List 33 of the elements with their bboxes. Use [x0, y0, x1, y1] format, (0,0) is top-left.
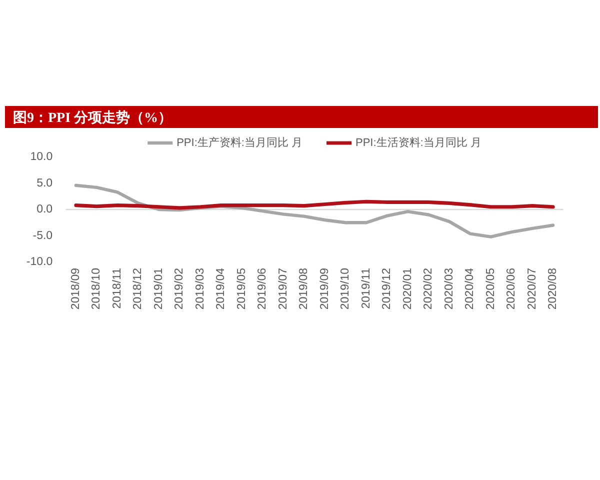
x-tick-label: 2020/07 — [526, 268, 538, 310]
chart-title: 图9：PPI 分项走势（%） — [13, 110, 172, 126]
x-tick-label: 2020/01 — [402, 268, 414, 310]
y-tick-label: -10.0 — [26, 256, 53, 268]
x-tick-label: 2018/09 — [70, 268, 82, 310]
y-tick-label: 10.0 — [30, 151, 53, 163]
x-tick-label: 2020/04 — [464, 267, 476, 310]
x-tick-label: 2019/05 — [236, 268, 248, 310]
x-tick-label: 2019/06 — [256, 268, 269, 310]
legend-label: PPI:生活资料:当月同比 月 — [356, 136, 482, 149]
x-tick-label: 2020/03 — [443, 268, 456, 310]
y-tick-label: 0.0 — [36, 204, 53, 216]
x-tick-label: 2018/12 — [132, 268, 144, 310]
y-tick-label: -5.0 — [32, 230, 53, 242]
x-tick-label: 2020/08 — [547, 268, 560, 310]
x-tick-label: 2019/02 — [174, 268, 186, 310]
x-tick-label: 2019/11 — [360, 268, 372, 309]
x-tick-label: 2019/04 — [215, 267, 228, 310]
x-tick-label: 2019/01 — [152, 268, 165, 310]
x-tick-label: 2020/05 — [484, 268, 497, 310]
x-tick-label: 2019/09 — [318, 268, 331, 310]
x-tick-label: 2019/08 — [298, 268, 310, 310]
x-tick-label: 2020/02 — [422, 268, 435, 310]
x-tick-label: 2018/11 — [111, 268, 124, 309]
x-tick-label: 2020/06 — [506, 268, 518, 310]
x-tick-label: 2019/10 — [340, 268, 352, 310]
legend-label: PPI:生产资料:当月同比 月 — [176, 136, 302, 149]
y-tick-label: 5.0 — [36, 177, 53, 190]
line-series — [74, 200, 555, 210]
x-tick-label: 2019/03 — [194, 268, 206, 310]
x-tick-label: 2019/07 — [277, 268, 290, 310]
x-tick-label: 2019/12 — [381, 268, 394, 310]
x-tick-label: 2018/10 — [90, 268, 103, 310]
